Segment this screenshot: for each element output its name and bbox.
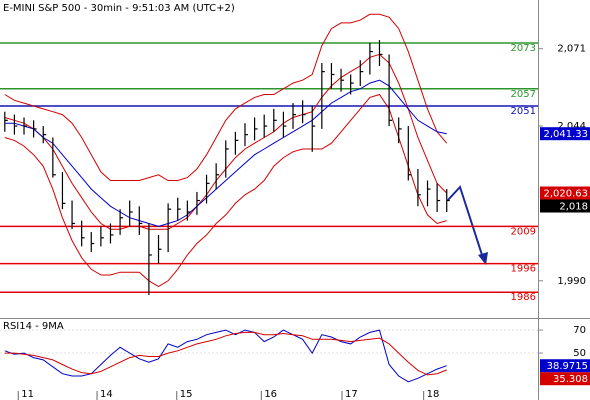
level-label: 2051 <box>511 106 536 117</box>
forecast-arrow <box>447 185 488 265</box>
y-tick-label: 50 <box>573 348 586 359</box>
x-tick-label: 11 <box>21 389 34 400</box>
level-label: 1986 <box>511 292 536 303</box>
price-box <box>540 186 590 200</box>
price-box-label: 2,041.33 <box>543 129 588 140</box>
overlay-line <box>4 93 447 288</box>
y-tick-label: 2,044 <box>557 121 586 132</box>
y-tick-label: 1,990 <box>557 276 586 287</box>
overlay-line <box>4 13 448 181</box>
rsi-line <box>4 331 447 376</box>
rsi-title: RSI14 - 9MA <box>3 321 64 332</box>
price-box <box>540 359 590 373</box>
level-label: 2073 <box>511 43 536 54</box>
price-box-label: 2,020.63 <box>543 189 588 200</box>
overlay-line <box>4 79 447 227</box>
price-box <box>540 372 590 386</box>
price-box-label: 2,018 <box>559 202 588 213</box>
price-box <box>540 127 590 141</box>
x-tick-label: 14 <box>100 389 113 400</box>
price-box <box>540 199 590 213</box>
chart-title: E-MINI S&P 500 - 30min - 9:51:03 AM (UTC… <box>3 3 235 14</box>
level-label: 1996 <box>511 264 536 275</box>
level-label: 2009 <box>511 226 536 237</box>
x-tick-label: 18 <box>427 389 440 400</box>
y-tick-label: 2,071 <box>557 44 586 55</box>
level-label: 2057 <box>511 89 536 100</box>
y-tick-label: 70 <box>573 325 586 336</box>
rsi-line <box>4 329 447 383</box>
x-tick-label: 17 <box>345 389 358 400</box>
price-box-label: 35.308 <box>553 374 588 385</box>
price-box-label: 38.9715 <box>547 361 588 372</box>
x-tick-label: 16 <box>264 389 277 400</box>
x-tick-label: 15 <box>180 389 193 400</box>
